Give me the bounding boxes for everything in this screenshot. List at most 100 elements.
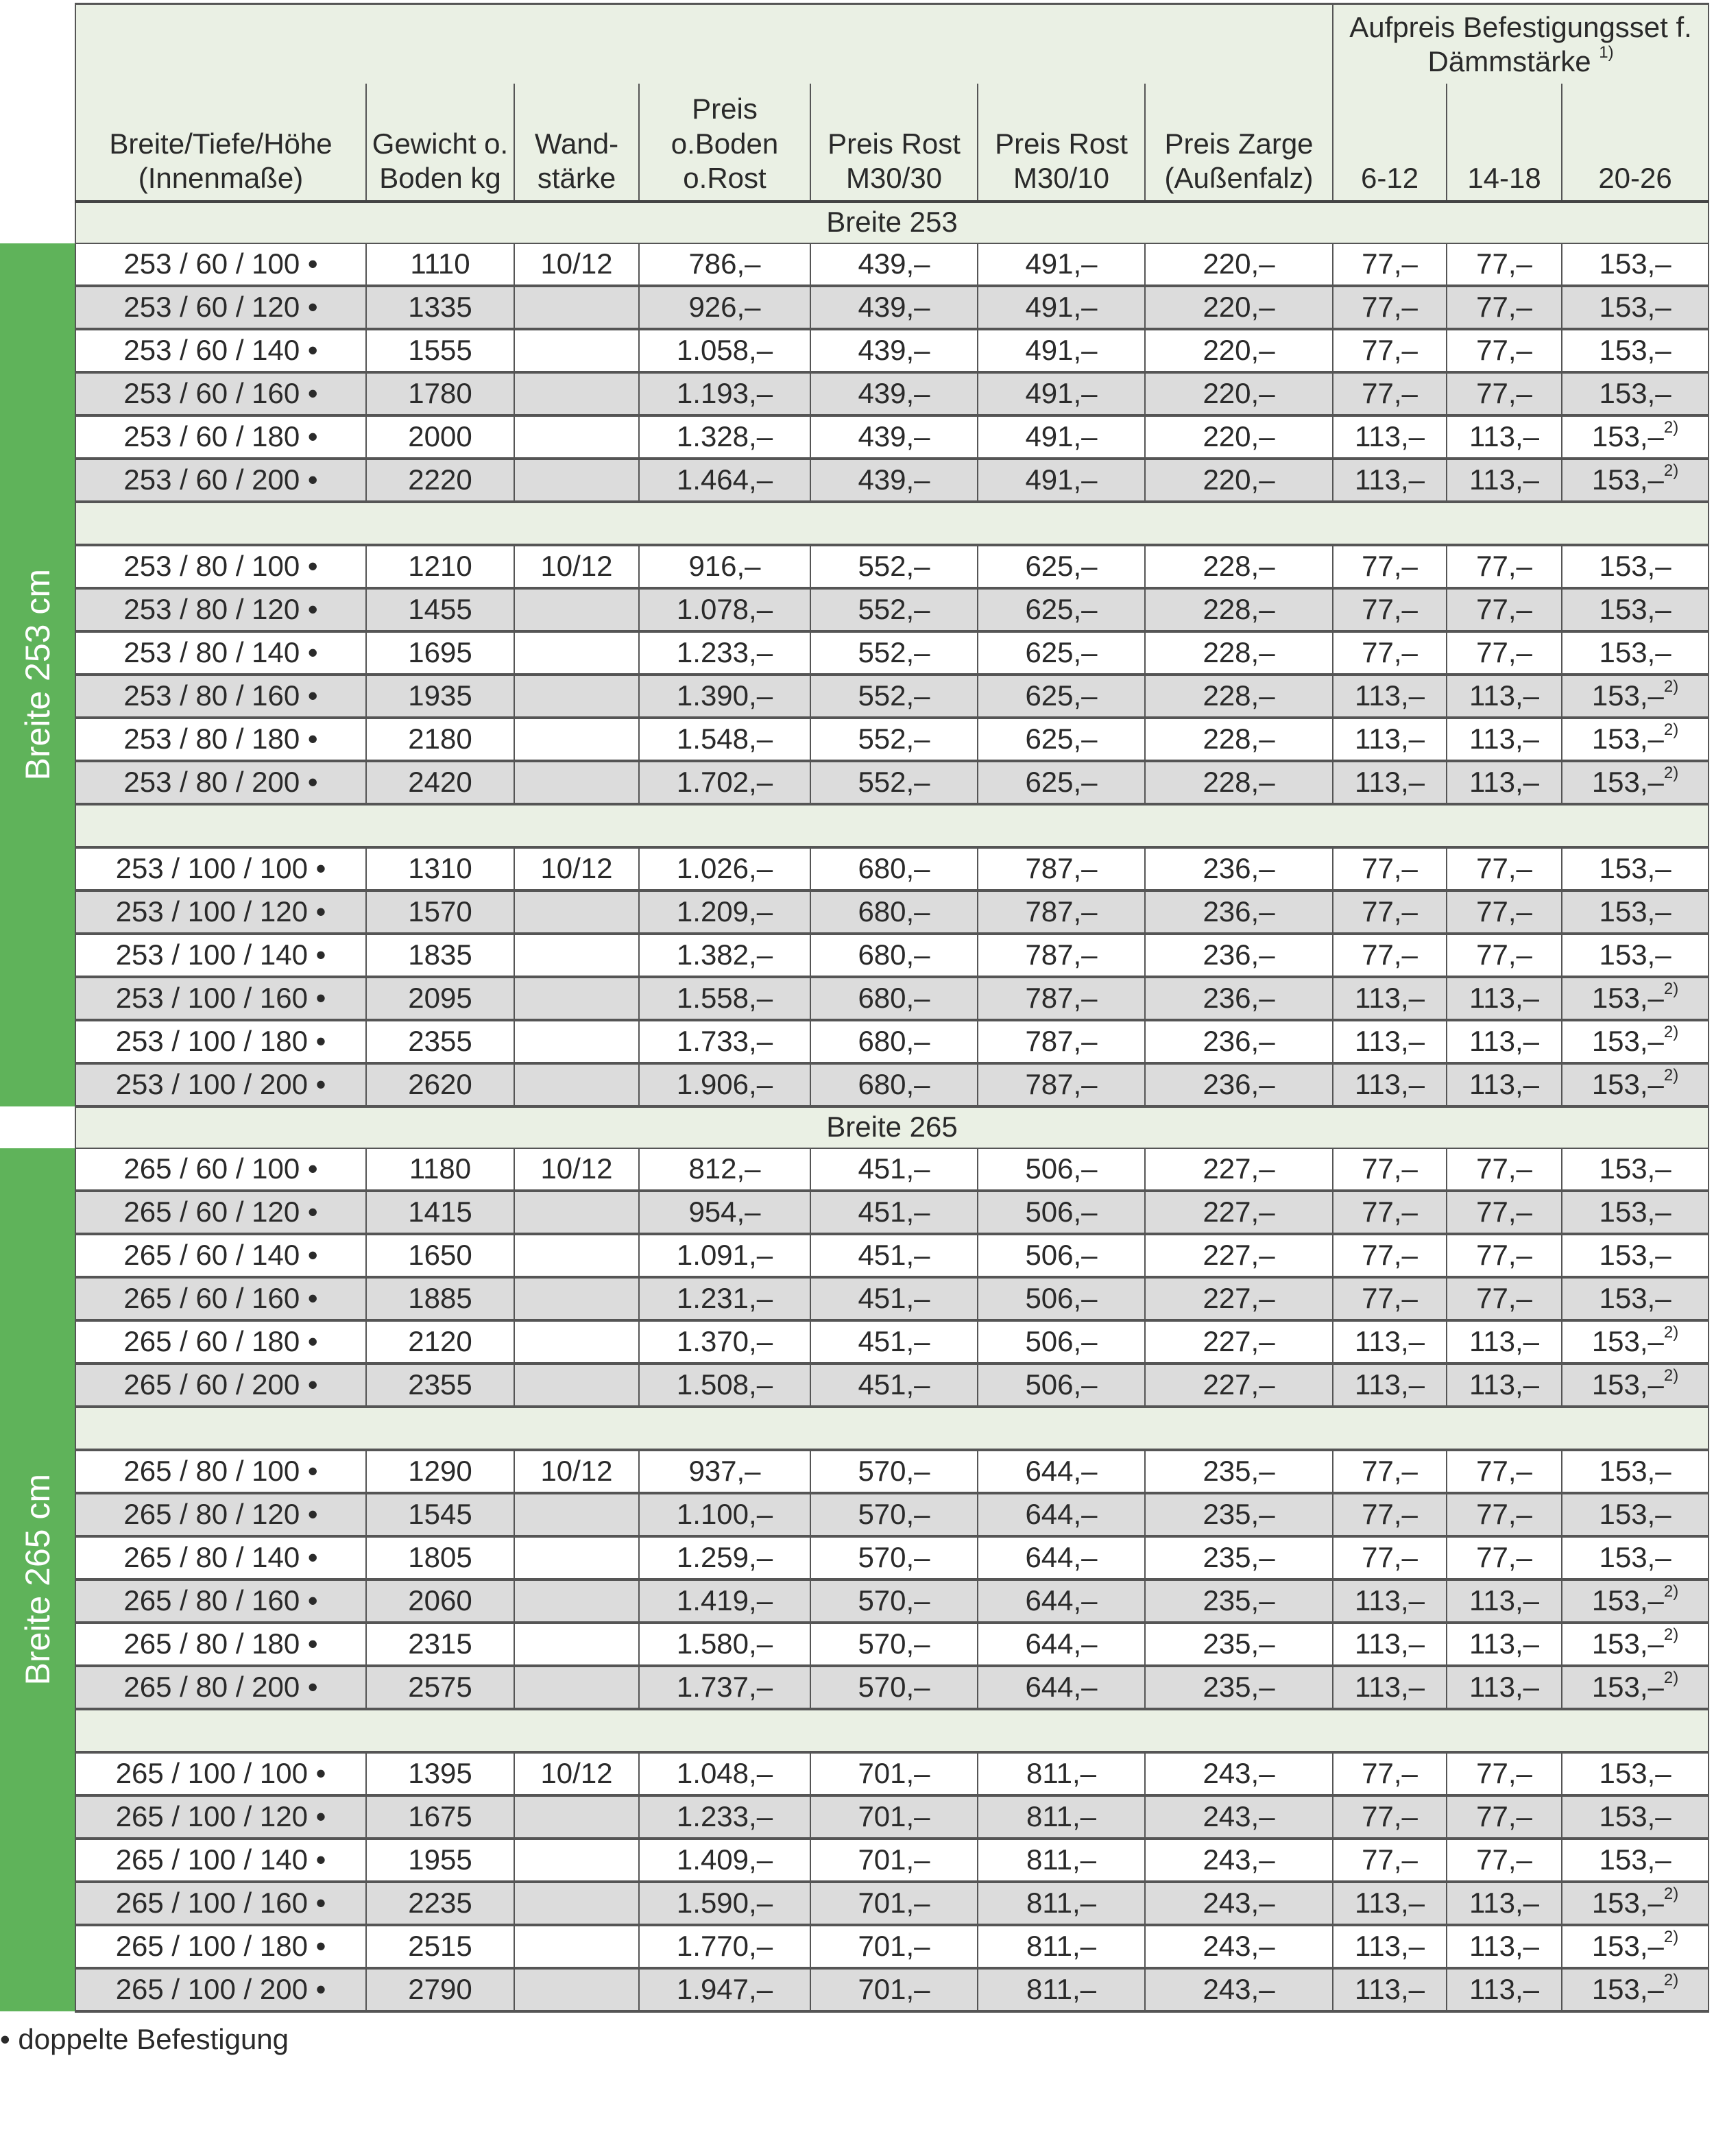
cell-ins-20-26: 153,–2) (1561, 716, 1710, 762)
cell-wall (514, 889, 640, 935)
cell-value: 153,– (1591, 1929, 1664, 1962)
cell-weight: 1780 (365, 371, 515, 417)
table-row: 265 / 80 / 120 • 1545 1.100,– 570,– 644,– 235… (0, 1492, 1710, 1538)
table-row: 265 / 80 / 100 • 1290 10/12 937,– 570,– 644,–… (0, 1449, 1710, 1494)
cell-zarge: 243,– (1144, 1751, 1334, 1797)
cell-zarge: 228,– (1144, 544, 1334, 590)
cell-weight: 1310 (365, 846, 515, 892)
aufpreis-footnote: 1) (1599, 43, 1614, 62)
col-rost30: Preis Rost M30/30 (810, 83, 978, 202)
cell-value: 153,– (1591, 463, 1664, 496)
col-ins-14-18: 14-18 (1446, 83, 1563, 202)
cell-weight: 1675 (365, 1794, 515, 1840)
cell-weight: 1210 (365, 544, 515, 590)
cell-weight: 1835 (365, 932, 515, 978)
cell-ins-20-26: 153,–2) (1561, 1880, 1710, 1926)
cell-value: 153,– (1591, 1972, 1664, 2005)
cell-rost30: 451,– (810, 1189, 978, 1235)
cell-zarge: 227,– (1144, 1319, 1334, 1365)
cell-weight: 2355 (365, 1019, 515, 1065)
spacer-row (0, 500, 1710, 546)
cell-price: 786,– (638, 242, 811, 287)
cell-ins-14-18: 113,– (1446, 1019, 1563, 1065)
cell-value: 153,– (1599, 549, 1671, 582)
cell-wall (514, 1319, 640, 1365)
cell-dims: 265 / 100 / 140 • (75, 1837, 367, 1883)
cell-rost10: 625,– (977, 544, 1146, 590)
cell-dims: 265 / 80 / 120 • (75, 1492, 367, 1538)
cell-rost10: 787,– (977, 846, 1146, 892)
cell-wall (514, 1492, 640, 1538)
cell-ins-14-18: 77,– (1446, 932, 1563, 978)
cell-zarge: 220,– (1144, 414, 1334, 460)
cell-ins-20-26: 153,–2) (1561, 1319, 1710, 1365)
cell-weight: 1805 (365, 1535, 515, 1581)
cell-rost30: 439,– (810, 371, 978, 417)
cell-ins-20-26: 153,– (1561, 371, 1710, 417)
cell-price: 1.370,– (638, 1319, 811, 1365)
cell-value: 153,– (1599, 290, 1671, 323)
cell-dims: 253 / 100 / 160 • (75, 976, 367, 1021)
cell-dims: 265 / 60 / 100 • (75, 1147, 367, 1192)
cell-ins-14-18: 77,– (1446, 1449, 1563, 1494)
col-zarge: Preis Zarge (Außenfalz) (1144, 83, 1334, 202)
cell-ins-14-18: 77,– (1446, 1794, 1563, 1840)
cell-value: 153,– (1599, 1756, 1671, 1789)
cell-ins-20-26: 153,–2) (1561, 1924, 1710, 1970)
cell-rost10: 644,– (977, 1578, 1146, 1624)
cell-ins-6-12: 113,– (1332, 673, 1448, 719)
cell-wall (514, 1880, 640, 1926)
header-aufpreis: Aufpreis Befestigungsset f. Dämmstärke 1… (1332, 3, 1710, 84)
side-label-text: Breite 265 cm (18, 1473, 57, 1686)
cell-rost10: 644,– (977, 1449, 1146, 1494)
cell-value: 153,– (1599, 1540, 1671, 1573)
cell-ins-6-12: 77,– (1332, 1147, 1448, 1192)
table-row: 253 / 100 / 100 • 1310 10/12 1.026,– 680,– 78… (0, 846, 1710, 892)
cell-wall (514, 1837, 640, 1883)
cell-rost10: 644,– (977, 1621, 1146, 1667)
cell-value: 153,– (1591, 1024, 1664, 1057)
cell-weight: 2420 (365, 760, 515, 806)
cell-ins-6-12: 77,– (1332, 1189, 1448, 1235)
table-row: Breite 265 cm 265 / 60 / 100 • 1180 10/12 81… (0, 1147, 1710, 2011)
cell-ins-14-18: 113,– (1446, 1880, 1563, 1926)
spacer-cell (74, 803, 1710, 849)
cell-ins-14-18: 113,– (1446, 1621, 1563, 1667)
cell-wall (514, 414, 640, 460)
table-row: 253 / 80 / 140 • 1695 1.233,– 552,– 625,– 228… (0, 630, 1710, 676)
cell-ins-20-26: 153,–2) (1561, 1967, 1710, 2013)
col-ins-6-12: 6-12 (1332, 83, 1448, 202)
table-row: 253 / 80 / 200 • 2420 1.702,– 552,– 625,– 228… (0, 760, 1710, 806)
cell-rost10: 491,– (977, 284, 1146, 330)
cell-rost30: 451,– (810, 1362, 978, 1408)
cell-ins-14-18: 77,– (1446, 1147, 1563, 1192)
price-table: Aufpreis Befestigungsset f. Dämmstärke 1… (0, 3, 1710, 2013)
cell-dims: 265 / 60 / 140 • (75, 1233, 367, 1279)
cell-ins-20-26: 153,– (1561, 846, 1710, 892)
cell-wall (514, 932, 640, 978)
cell-rost10: 811,– (977, 1751, 1146, 1797)
cell-weight: 2060 (365, 1578, 515, 1624)
cell-dims: 265 / 60 / 180 • (75, 1319, 367, 1365)
table-row: 265 / 100 / 100 • 1395 10/12 1.048,– 701,– 81… (0, 1751, 1710, 1797)
cell-price: 937,– (638, 1449, 811, 1494)
cell-ins-20-26: 153,– (1561, 1751, 1710, 1797)
cell-ins-14-18: 77,– (1446, 328, 1563, 374)
cell-wall (514, 1664, 640, 1710)
cell-price: 1.548,– (638, 716, 811, 762)
cell-ins-14-18: 113,– (1446, 1578, 1563, 1624)
cell-value: 153,– (1591, 1584, 1664, 1616)
cell-zarge: 243,– (1144, 1794, 1334, 1840)
cell-ins-14-18: 77,– (1446, 1276, 1563, 1322)
cell-rost10: 625,– (977, 630, 1146, 676)
cell-wall (514, 1924, 640, 1970)
table-row: Breite 253 cm 253 / 60 / 100 • 1110 10/12 78… (0, 242, 1710, 1106)
cell-rost10: 787,– (977, 1062, 1146, 1108)
cell-price: 1.419,– (638, 1578, 811, 1624)
cell-price: 1.770,– (638, 1924, 811, 1970)
cell-value: 153,– (1591, 1627, 1664, 1660)
cell-price: 1.048,– (638, 1751, 811, 1797)
cell-ins-14-18: 77,– (1446, 284, 1563, 330)
cell-ins-14-18: 77,– (1446, 587, 1563, 633)
cell-weight: 1555 (365, 328, 515, 374)
